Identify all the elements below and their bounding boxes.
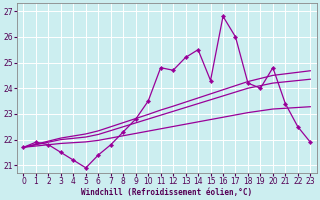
X-axis label: Windchill (Refroidissement éolien,°C): Windchill (Refroidissement éolien,°C) [81,188,252,197]
